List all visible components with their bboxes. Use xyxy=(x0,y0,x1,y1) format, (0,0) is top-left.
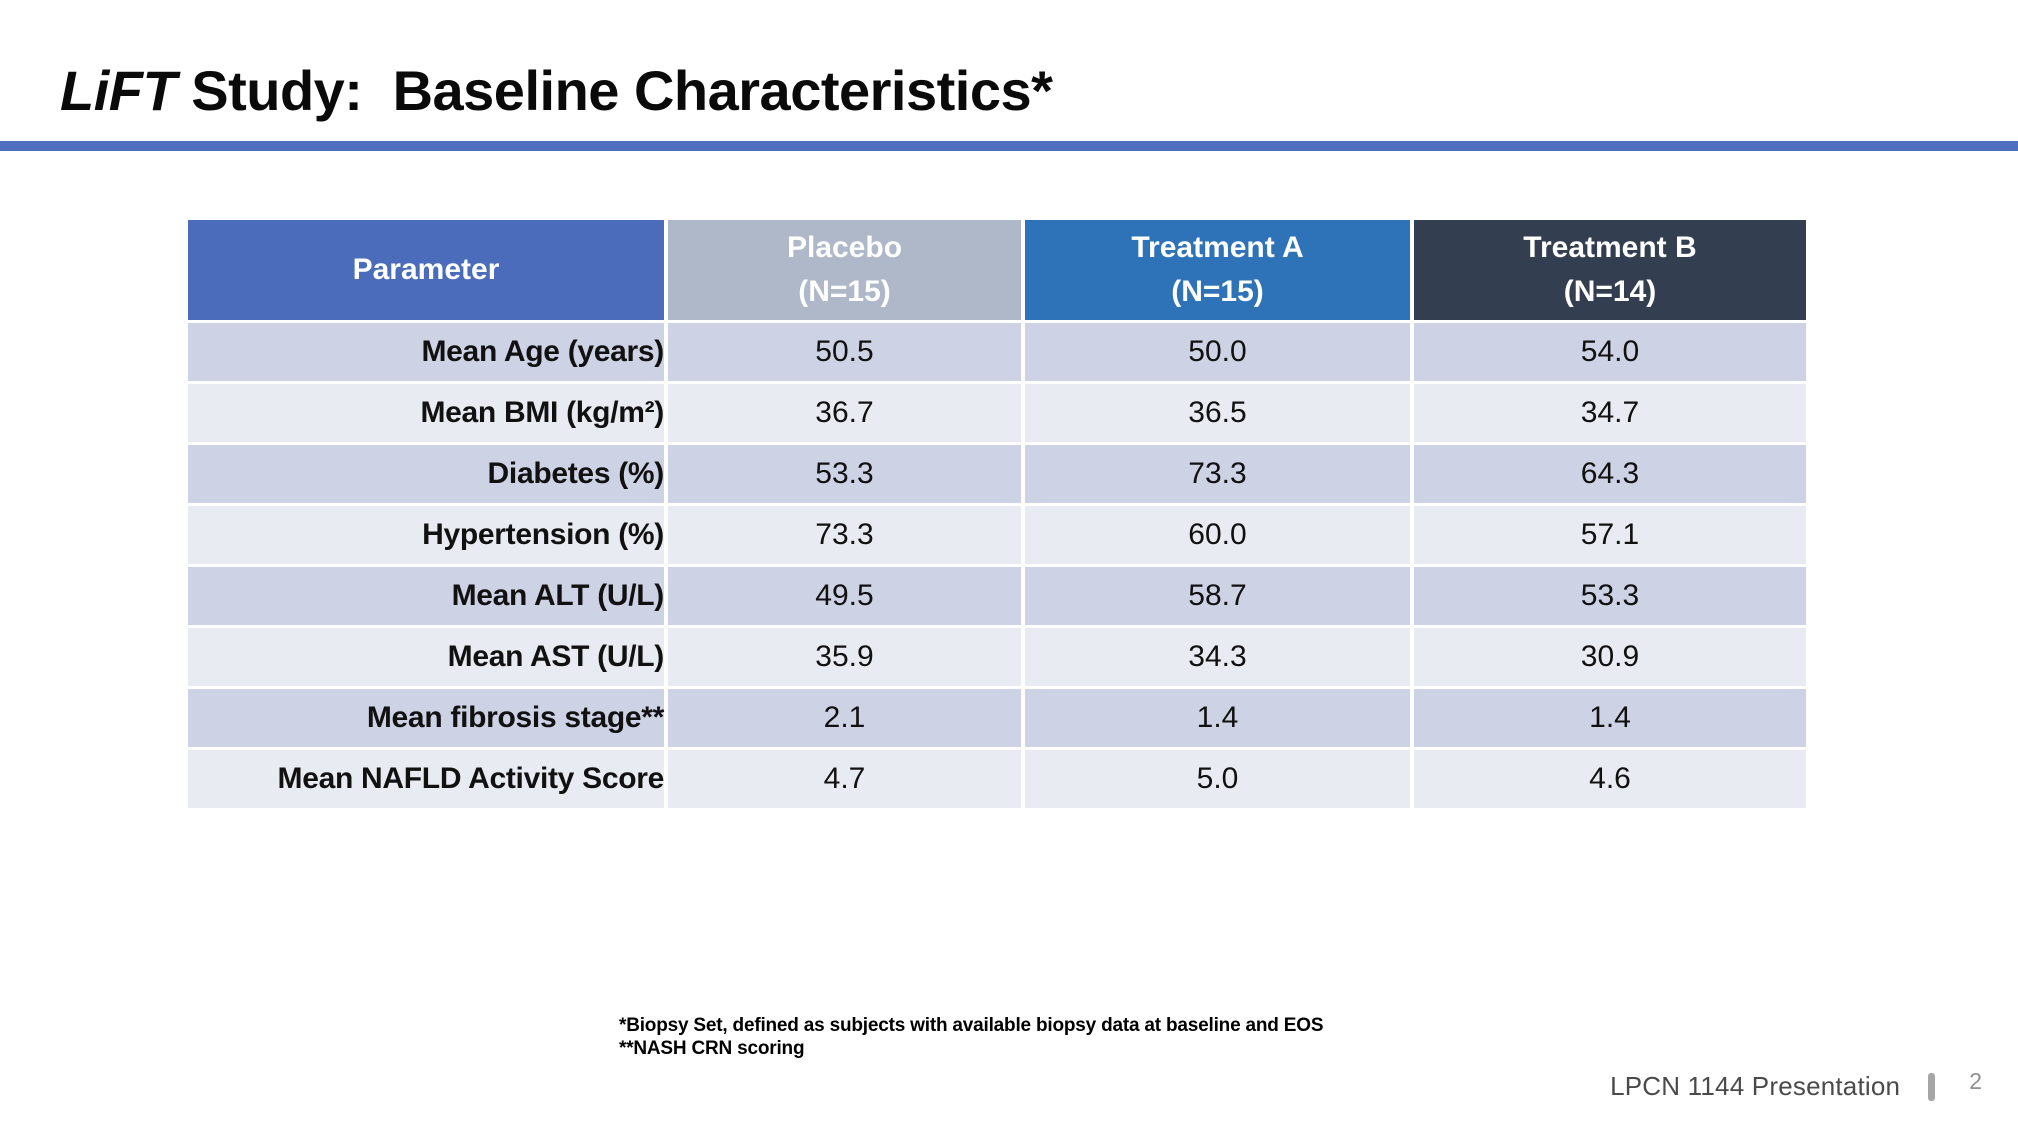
value-cell: 53.3 xyxy=(1414,564,1806,625)
value-cell: 53.3 xyxy=(668,442,1025,503)
value-cell: 5.0 xyxy=(1025,747,1414,808)
value-cell: 30.9 xyxy=(1414,625,1806,686)
column-header-treatment-a: Treatment A (N=15) xyxy=(1025,220,1414,320)
column-header-label: Treatment B xyxy=(1523,231,1697,264)
footnote-nash-crn: **NASH CRN scoring xyxy=(619,1038,805,1059)
parameter-cell: Mean fibrosis stage** xyxy=(188,686,668,747)
value-cell: 57.1 xyxy=(1414,503,1806,564)
column-header-label: Parameter xyxy=(352,253,500,286)
table-row: Mean ALT (U/L) 49.5 58.7 53.3 xyxy=(188,564,1806,625)
accent-rule xyxy=(0,141,2018,151)
value-cell: 36.5 xyxy=(1025,381,1414,442)
value-cell: 4.6 xyxy=(1414,747,1806,808)
title-study-name: LiFT xyxy=(60,58,177,122)
table-row: Mean BMI (kg/m²) 36.7 36.5 34.7 xyxy=(188,381,1806,442)
column-header-placebo: Placebo (N=15) xyxy=(668,220,1025,320)
table-row: Hypertension (%) 73.3 60.0 57.1 xyxy=(188,503,1806,564)
value-cell: 54.0 xyxy=(1414,320,1806,381)
page-number: 2 xyxy=(1969,1068,1982,1094)
value-cell: 64.3 xyxy=(1414,442,1806,503)
footnotes: *Biopsy Set, defined as subjects with av… xyxy=(619,1014,1324,1060)
slide-footer: LPCN 1144 Presentation 2 xyxy=(1610,1068,1982,1105)
table-row: Mean AST (U/L) 35.9 34.3 30.9 xyxy=(188,625,1806,686)
value-cell: 4.7 xyxy=(668,747,1025,808)
parameter-cell: Mean Age (years) xyxy=(188,320,668,381)
value-cell: 60.0 xyxy=(1025,503,1414,564)
table-row: Mean fibrosis stage** 2.1 1.4 1.4 xyxy=(188,686,1806,747)
parameter-cell: Mean NAFLD Activity Score xyxy=(188,747,668,808)
column-header-parameter: Parameter xyxy=(188,220,668,320)
table-body: Mean Age (years) 50.5 50.0 54.0 Mean BMI… xyxy=(188,320,1806,808)
value-cell: 49.5 xyxy=(668,564,1025,625)
column-header-sublabel: (N=15) xyxy=(1171,275,1264,308)
column-header-treatment-b: Treatment B (N=14) xyxy=(1414,220,1806,320)
title-text: Study: Baseline Characteristics* xyxy=(176,58,1053,122)
footer-separator xyxy=(1928,1072,1936,1101)
column-header-label: Treatment A xyxy=(1131,231,1304,264)
parameter-cell: Mean AST (U/L) xyxy=(188,625,668,686)
value-cell: 36.7 xyxy=(668,381,1025,442)
parameter-cell: Mean ALT (U/L) xyxy=(188,564,668,625)
table-row: Mean Age (years) 50.5 50.0 54.0 xyxy=(188,320,1806,381)
parameter-cell: Diabetes (%) xyxy=(188,442,668,503)
table-row: Mean NAFLD Activity Score 4.7 5.0 4.6 xyxy=(188,747,1806,808)
value-cell: 1.4 xyxy=(1414,686,1806,747)
value-cell: 73.3 xyxy=(1025,442,1414,503)
header-row: Parameter Placebo (N=15) Treatment A (N=… xyxy=(188,220,1806,320)
parameter-cell: Hypertension (%) xyxy=(188,503,668,564)
value-cell: 2.1 xyxy=(668,686,1025,747)
table-row: Diabetes (%) 53.3 73.3 64.3 xyxy=(188,442,1806,503)
value-cell: 35.9 xyxy=(668,625,1025,686)
baseline-characteristics-table: Parameter Placebo (N=15) Treatment A (N=… xyxy=(188,220,1806,808)
value-cell: 1.4 xyxy=(1025,686,1414,747)
value-cell: 34.7 xyxy=(1414,381,1806,442)
parameter-cell: Mean BMI (kg/m²) xyxy=(188,381,668,442)
table-header: Parameter Placebo (N=15) Treatment A (N=… xyxy=(188,220,1806,320)
footnote-biopsy-set: *Biopsy Set, defined as subjects with av… xyxy=(619,1015,1324,1036)
value-cell: 34.3 xyxy=(1025,625,1414,686)
column-header-sublabel: (N=14) xyxy=(1563,275,1657,308)
footer-label: LPCN 1144 Presentation xyxy=(1610,1071,1901,1101)
value-cell: 50.5 xyxy=(668,320,1025,381)
column-header-sublabel: (N=15) xyxy=(798,275,891,308)
value-cell: 58.7 xyxy=(1025,564,1414,625)
column-header-label: Placebo xyxy=(786,231,903,264)
value-cell: 73.3 xyxy=(668,503,1025,564)
value-cell: 50.0 xyxy=(1025,320,1414,381)
slide-title: LiFT Study: Baseline Characteristics* xyxy=(60,58,1053,123)
